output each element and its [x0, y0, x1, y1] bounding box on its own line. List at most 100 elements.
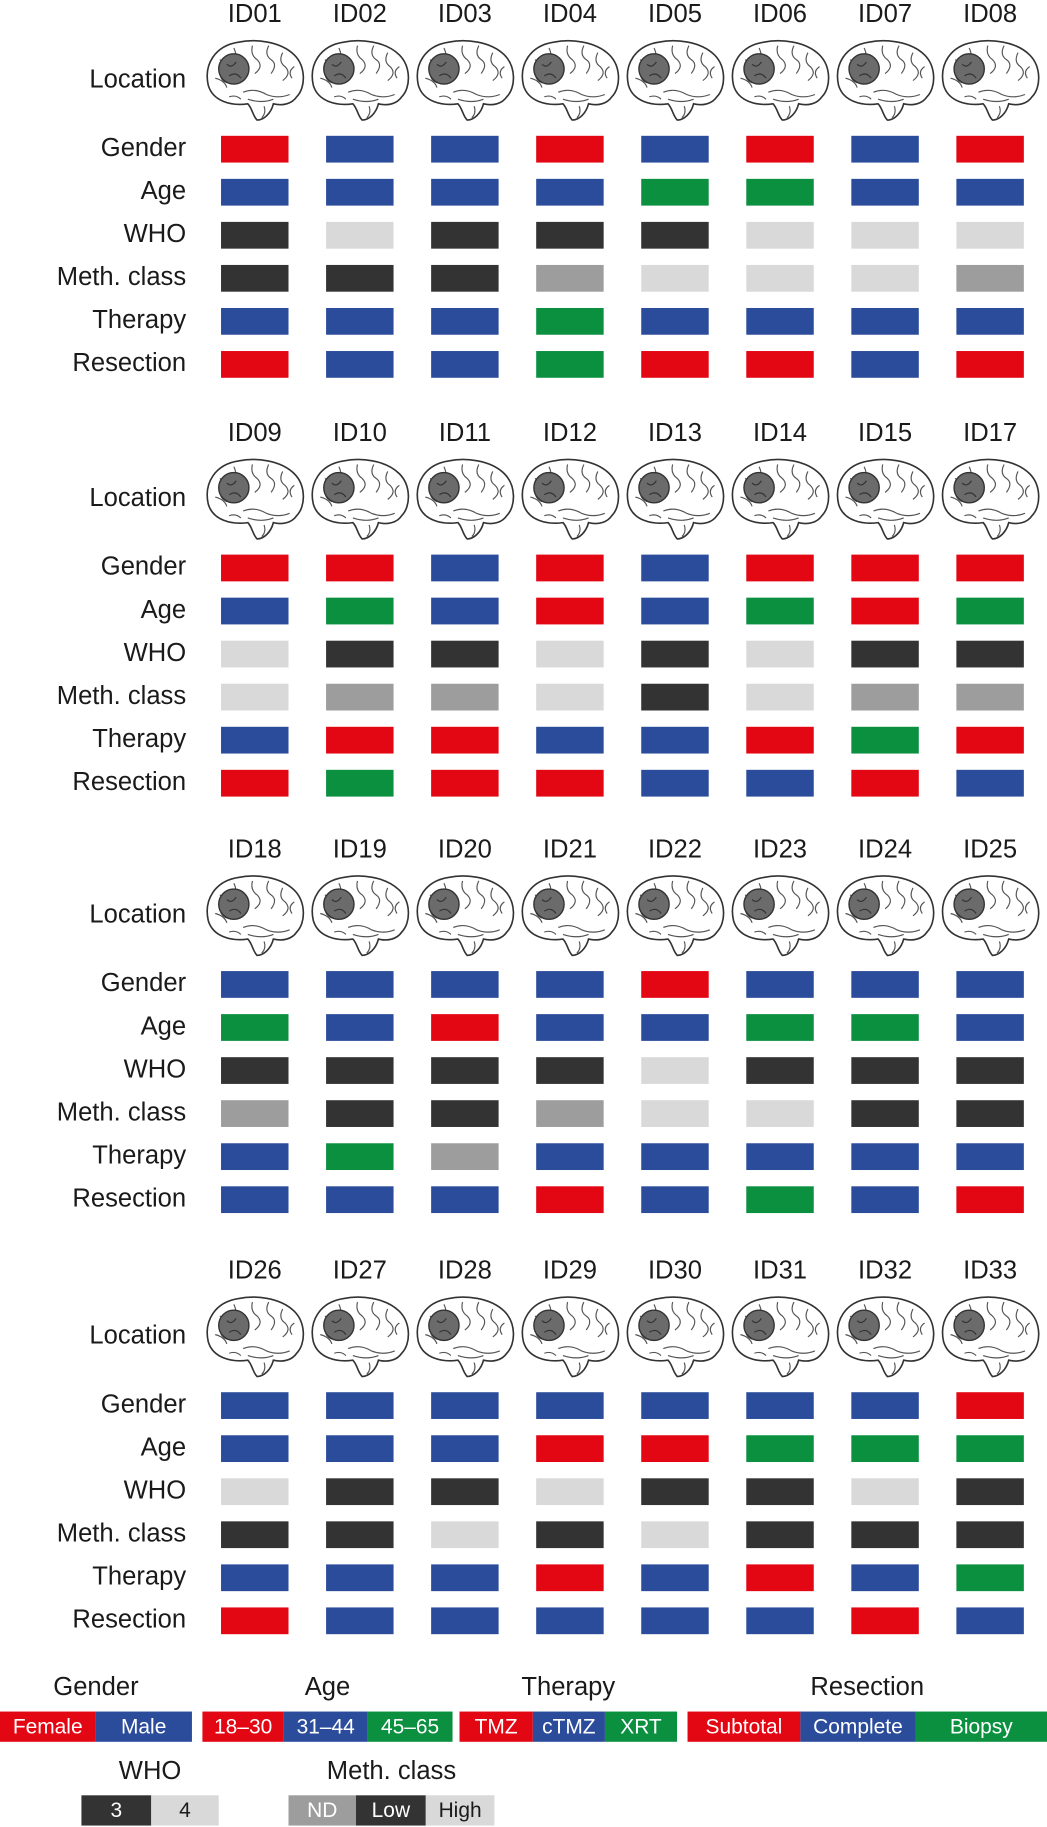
cell: [221, 1478, 289, 1506]
legend-swatch: [288, 1795, 356, 1826]
cell: [851, 1100, 919, 1127]
cell: [431, 1435, 499, 1463]
cell: [956, 1186, 1024, 1214]
cell: [431, 1478, 499, 1506]
cell: [641, 1100, 709, 1127]
cell: [956, 971, 1024, 998]
cell: [221, 1143, 289, 1171]
legend-label: 3: [111, 1799, 123, 1822]
cell: [956, 178, 1024, 206]
legend-label: ND: [307, 1799, 337, 1822]
cell: [641, 1435, 709, 1463]
patient-id: ID33: [963, 1257, 1017, 1285]
legend-label: XRT: [620, 1715, 662, 1738]
patient-id: ID27: [333, 1257, 387, 1285]
row-label: Resection: [72, 1184, 186, 1212]
legend-title: Resection: [810, 1673, 924, 1701]
row-label: Therapy: [92, 1141, 186, 1169]
cell: [641, 264, 709, 292]
brain-icon: [416, 458, 515, 540]
cell: [851, 221, 919, 249]
row-label: WHO: [124, 1055, 187, 1083]
cell: [536, 683, 604, 711]
cell: [431, 1186, 499, 1214]
legend-swatch: [202, 1711, 284, 1742]
cell: [221, 554, 289, 582]
cell: [536, 1186, 604, 1214]
row-label: WHO: [124, 220, 187, 248]
cell: [851, 264, 919, 292]
cell: [956, 769, 1024, 797]
cell: [326, 683, 394, 711]
row-label: WHO: [124, 1476, 187, 1504]
cell: [326, 1478, 394, 1506]
cell: [746, 135, 814, 163]
cell: [746, 1014, 814, 1041]
patient-id: ID03: [438, 0, 492, 28]
cell: [536, 1143, 604, 1171]
cell: [641, 1143, 709, 1171]
brain-icon: [206, 458, 305, 540]
cell: [956, 221, 1024, 249]
brain-icon: [941, 1296, 1040, 1378]
cell: [641, 221, 709, 249]
row-label: Gender: [101, 1390, 187, 1418]
patient-id: ID28: [438, 1257, 492, 1285]
cell: [536, 1392, 604, 1419]
cell: [431, 1057, 499, 1084]
brain-icon: [416, 39, 515, 121]
brain-icon: [311, 39, 410, 121]
cell: [431, 1014, 499, 1041]
legend-title: Age: [305, 1673, 351, 1701]
patient-id: ID08: [963, 0, 1017, 28]
row-label: Gender: [101, 134, 187, 162]
cell: [221, 135, 289, 163]
brain-icon: [731, 39, 830, 121]
cell: [326, 769, 394, 797]
cell: [746, 726, 814, 754]
cell: [851, 683, 919, 711]
cell: [746, 1100, 814, 1127]
cell: [746, 971, 814, 998]
brain-icon: [416, 1296, 515, 1378]
cell: [221, 1392, 289, 1419]
cell: [641, 1478, 709, 1506]
cell: [956, 683, 1024, 711]
cell: [851, 640, 919, 668]
row-label: Meth. class: [57, 263, 186, 291]
cell: [956, 135, 1024, 163]
cell: [851, 769, 919, 797]
legend-title: Meth. class: [327, 1757, 456, 1785]
cell: [641, 1014, 709, 1041]
row-label: Meth. class: [57, 1098, 186, 1126]
cell: [851, 1143, 919, 1171]
cell: [431, 971, 499, 998]
cell: [956, 1014, 1024, 1041]
cell: [746, 1392, 814, 1419]
brain-icon: [941, 39, 1040, 121]
cell: [221, 221, 289, 249]
cell: [536, 1014, 604, 1041]
cell: [746, 1186, 814, 1214]
cell: [851, 597, 919, 625]
brain-icon: [416, 875, 515, 957]
cell: [326, 1100, 394, 1127]
patient-id: ID15: [858, 419, 912, 447]
cell: [221, 769, 289, 797]
cell: [641, 135, 709, 163]
brain-icon: [521, 1296, 620, 1378]
cell: [431, 135, 499, 163]
cell: [641, 640, 709, 668]
cell: [746, 769, 814, 797]
cell: [536, 769, 604, 797]
legend-swatch: [367, 1711, 453, 1742]
cell: [536, 726, 604, 754]
patient-id: ID11: [439, 419, 491, 447]
cell: [326, 597, 394, 625]
cell: [221, 1564, 289, 1592]
cell: [641, 1057, 709, 1084]
brain-icon: [206, 875, 305, 957]
cell: [536, 351, 604, 378]
patient-id: ID18: [228, 835, 282, 863]
brain-icon: [941, 458, 1040, 540]
